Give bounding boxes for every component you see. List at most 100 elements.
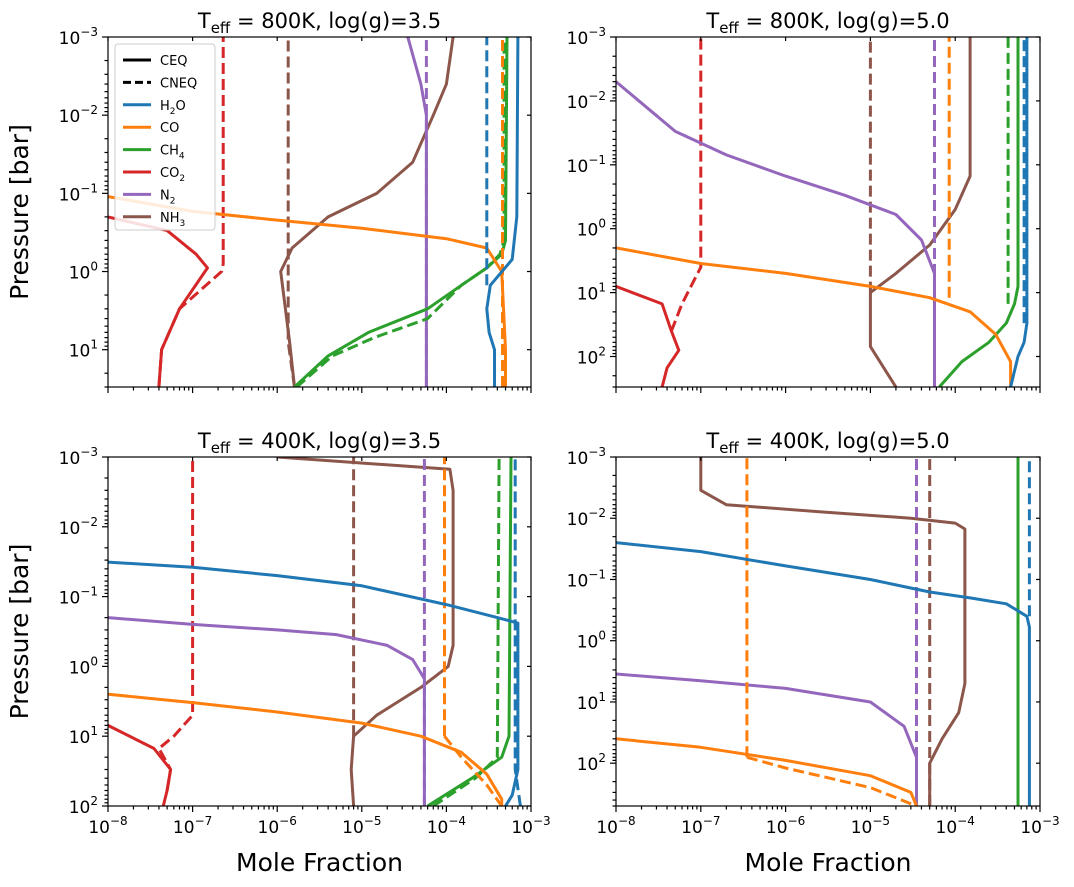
panel-title: Teff = 400K, log(g)=5.0 [705,429,949,457]
legend-label: CO [160,121,179,136]
series-n2-ceq [616,672,918,806]
x-tick-label-base: 10 [173,818,195,838]
x-tick-label: 10−8 [88,814,127,838]
series-group [108,37,520,387]
series-nh3-ceq [279,37,455,387]
x-tick-label-base: 10 [427,818,449,838]
series-h2o-ceq [616,541,1031,806]
title-subscript: eff [719,19,739,37]
legend-species-base: N [160,188,170,203]
legend-species-base: NH [160,211,180,226]
legend-label: CEQ [160,54,188,69]
y-tick-label-exp: −1 [80,181,98,195]
y-tick-label: 101 [577,281,606,305]
x-tick-label: 10−6 [258,814,297,838]
series-co2-cneq [157,457,195,791]
y-tick-label: 100 [577,217,606,241]
legend-label: CH4 [160,144,185,162]
series-h2o-ceq [108,560,520,806]
y-tick-label-exp: 1 [90,724,98,738]
plot-frame [615,456,1041,807]
title-rest: = 800K, log(g)=3.5 [230,9,441,33]
y-tick-label-base: 10 [69,798,91,818]
x-tick-label-base: 10 [851,818,873,838]
legend-label: H2O [160,99,186,117]
title-rest: = 800K, log(g)=5.0 [739,9,950,33]
y-tick-label-exp: 1 [598,690,606,704]
series-co-cneq [443,735,503,806]
x-tick-label-exp: −4 [957,814,975,828]
panel-title: Teff = 400K, log(g)=3.5 [197,429,441,457]
x-tick-label-exp: −6 [279,814,297,828]
title-rest: = 400K, log(g)=3.5 [230,429,441,453]
plot-frame [615,36,1041,388]
series-co-ceq [616,246,1013,387]
series-nh3-cneq [286,37,296,387]
series-group [108,457,522,806]
series-co2-cneq [157,37,225,387]
series-ch4-ceq [938,37,1020,387]
y-tick-label-base: 10 [577,349,599,369]
legend-species-base: CO [160,166,179,181]
y-tick-label: 10−3 [567,25,606,49]
series-ch4-ceq [426,457,513,806]
y-tick-label-exp: 2 [90,794,98,808]
y-tick-label-base: 10 [577,755,599,775]
y-tick-label-base: 10 [567,571,589,591]
series-ch4-ceq [293,37,509,387]
title-symbol: T [705,429,719,453]
legend-species-tail: O [176,99,186,114]
legend-label: NH3 [160,211,185,229]
x-tick-label-exp: −5 [872,814,890,828]
x-tick-label-exp: −7 [703,814,721,828]
y-tick-label-base: 10 [567,449,589,469]
y-tick-label: 102 [69,794,98,818]
y-tick-label-exp: 2 [598,345,606,359]
legend-style-label: CNEQ [160,76,197,91]
y-tick-label: 102 [577,345,606,369]
series-nh3-ceq [277,457,455,806]
series-co-cneq [746,755,918,806]
panel-400K-3.5: 10−8 10−7 10−6 10−5 10−4 10−310−310−210−11001… [5,429,551,877]
y-tick-label: 10−2 [59,103,98,127]
y-tick-label-base: 10 [59,107,81,127]
y-tick-label: 10−2 [59,515,98,539]
legend-species-base: CO [160,121,179,136]
x-tick-label-base: 10 [766,818,788,838]
x-tick-label-exp: −4 [448,814,466,828]
legend-species-sub: 4 [179,152,185,162]
x-tick-label: 10−8 [596,814,635,838]
y-tick-label-base: 10 [577,694,599,714]
x-tick-label-base: 10 [511,818,533,838]
y-tick-label: 101 [577,690,606,714]
y-tick-label-base: 10 [567,510,589,530]
series-nh3-ceq [868,37,972,387]
x-tick-label-exp: −8 [618,814,636,828]
legend-species-sub: 2 [179,174,185,184]
series-h2o-ceq [1009,37,1029,387]
x-tick-label: 10−6 [766,814,805,838]
series-n2-ceq [108,616,426,806]
y-tick-label-exp: 0 [90,654,98,668]
x-tick-label-base: 10 [258,818,280,838]
legend-species-sub: 2 [170,196,176,206]
y-tick-label: 10−2 [567,89,606,113]
x-tick-label: 10−3 [511,814,550,838]
y-tick-label-base: 10 [69,728,91,748]
y-tick-label-exp: −2 [80,103,98,117]
series-group [616,457,1031,806]
series-nh3-ceq [699,457,967,806]
y-tick-label-base: 10 [577,221,599,241]
legend-species-sub: 2 [170,107,176,117]
series-co2-cneq [670,37,703,332]
y-tick-label-base: 10 [59,589,81,609]
series-co-ceq [616,737,918,806]
title-symbol: T [705,9,719,33]
x-tick-label-base: 10 [681,818,703,838]
y-tick-label-base: 10 [59,185,81,205]
legend-label: N2 [160,188,175,206]
x-axis-label: Mole Fraction [745,848,912,877]
series-h2o-ceq [485,37,520,387]
